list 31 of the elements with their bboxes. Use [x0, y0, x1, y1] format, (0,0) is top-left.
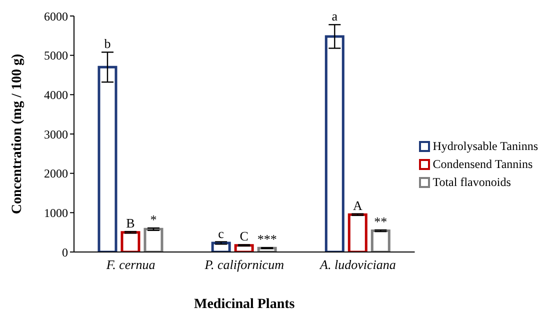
- y-tick-label: 4000: [44, 88, 68, 102]
- bar: [144, 228, 164, 252]
- x-tick-label: P. californicum: [204, 257, 284, 272]
- data-label: A: [352, 198, 363, 213]
- bar: [324, 35, 344, 252]
- data-label: B: [126, 216, 136, 231]
- y-tick-label: 5000: [44, 48, 68, 63]
- legend-label: Total flavonoids: [432, 174, 511, 190]
- data-label: *: [150, 212, 157, 228]
- y-axis-title: Concentration (mg / 100 g): [10, 54, 25, 214]
- bar: [370, 230, 390, 252]
- y-tick-label: 3000: [44, 127, 68, 142]
- legend-label: Condensend Tannins: [432, 156, 533, 172]
- y-tick-label: 6000: [44, 9, 68, 24]
- x-tick-label: A. ludoviciana: [319, 257, 396, 272]
- y-tick-label: 0: [62, 245, 68, 260]
- data-label: ***: [257, 232, 277, 247]
- data-label: **: [374, 214, 388, 229]
- data-label: a: [332, 8, 338, 24]
- x-tick-label: F. cernua: [105, 257, 156, 272]
- bar: [211, 242, 231, 252]
- legend-label: Hydrolysable Taninns: [432, 138, 538, 154]
- y-tick-label: 2000: [44, 166, 68, 181]
- x-axis-title: Medicinal Plants: [194, 297, 296, 312]
- bar: [348, 213, 368, 252]
- data-label: b: [104, 36, 111, 52]
- bar: [98, 66, 118, 252]
- data-label: c: [218, 226, 224, 241]
- data-label: C: [240, 228, 248, 244]
- bar: [120, 231, 140, 252]
- y-tick-label: 1000: [44, 206, 68, 220]
